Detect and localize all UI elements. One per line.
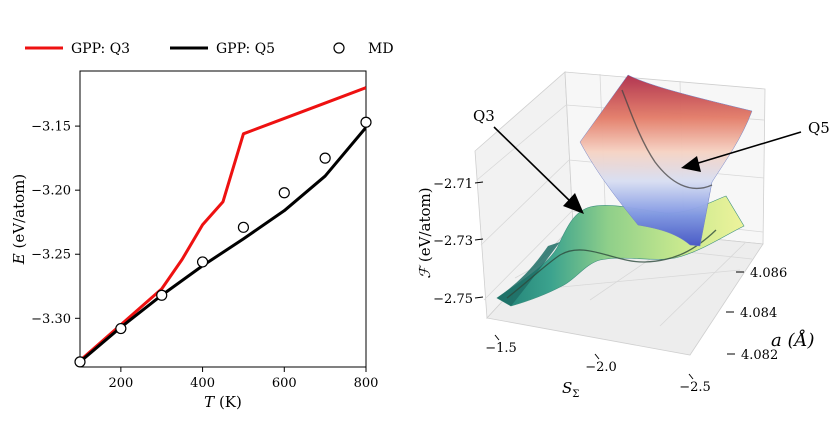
legend-md-marker	[333, 42, 345, 54]
s-tick-mark	[688, 373, 694, 380]
y-tick-label: −3.20	[31, 184, 71, 199]
z-tick-label: −2.71	[433, 177, 473, 192]
y-tick-label: −3.25	[31, 248, 71, 263]
annotation-q5-arrow	[694, 131, 802, 165]
energy-chart: 200 400 600 800 −3.15−3.20−3.25−3.30 T (K) …	[10, 70, 378, 411]
s-tick-label: −1.5	[485, 341, 517, 356]
series-line-gpp-q3	[80, 86, 366, 362]
md-point	[319, 152, 331, 164]
x-tick-label: 600	[272, 376, 297, 391]
q5-surface	[579, 74, 753, 247]
z-axis-label: ℱ (eV/atom)	[416, 187, 434, 278]
s-tick-label: −2.5	[679, 380, 711, 395]
a-tick-label: 4.084	[740, 306, 777, 321]
y-ticks: −3.15 −3.20 −3.25 −3.30	[31, 120, 80, 327]
legend-md-label: MD	[368, 41, 394, 57]
plot-area	[79, 70, 367, 368]
annotation-q5-arrowhead	[681, 156, 701, 172]
md-point	[156, 289, 168, 301]
md-point	[196, 256, 209, 268]
y-tick-label: −3.15	[31, 120, 71, 135]
free-energy-surface-plot: −2.71 −2.73 −2.75 −1.5 −2.0 −2.5 4.082 4.084 4.0…	[416, 71, 830, 400]
x-tick-label: 800	[354, 376, 379, 391]
annotation-q3-arrow	[493, 126, 573, 204]
legend: GPP: Q3 GPP: Q5 MD	[25, 41, 394, 57]
md-point	[360, 116, 372, 128]
x-axis-label: T (K)	[204, 393, 242, 411]
a-tick-label: 4.082	[741, 348, 778, 363]
legend-q5-label: GPP: Q5	[216, 41, 275, 57]
md-point	[278, 187, 290, 199]
surface-ticks: −2.71 −2.73 −2.75 −1.5 −2.0 −2.5 4.082 4.084 4.0…	[433, 177, 787, 395]
q3-min-curve	[506, 229, 717, 299]
z-tick-mark	[474, 296, 484, 299]
z-tick-label: −2.73	[433, 234, 473, 249]
x-tick-label: 400	[190, 376, 215, 391]
y-axis-label: E (eV/atom)	[10, 174, 28, 265]
z-tick-mark	[474, 238, 484, 241]
s-tick-label: −2.0	[585, 360, 617, 375]
md-point	[115, 322, 127, 335]
q5-min-curve	[621, 89, 713, 190]
annotation-q5-label: Q5	[808, 119, 830, 137]
s-tick-mark	[494, 334, 500, 341]
q3-surface-edge	[497, 242, 560, 306]
z-tick-label: −2.75	[433, 292, 473, 307]
annotation-q3-label: Q3	[473, 107, 495, 125]
a-tick-label: 4.086	[750, 266, 787, 281]
md-point	[237, 221, 250, 233]
y-tick-label: −3.30	[31, 312, 71, 327]
z-tick-mark	[474, 181, 484, 184]
x-tick-label: 200	[108, 376, 133, 391]
md-point	[74, 356, 86, 368]
legend-q3-label: GPP: Q3	[71, 41, 130, 57]
series-layer	[80, 86, 366, 364]
md-markers	[74, 116, 372, 368]
a-axis-label: a (Å)	[771, 329, 815, 351]
s-tick-mark	[594, 353, 600, 360]
series-line-gpp-q5	[80, 126, 366, 364]
x-ticks: 200 400 600 800	[108, 367, 378, 391]
s-axis-label: SΣ	[562, 379, 579, 400]
annotation-q3-arrowhead	[563, 193, 584, 214]
